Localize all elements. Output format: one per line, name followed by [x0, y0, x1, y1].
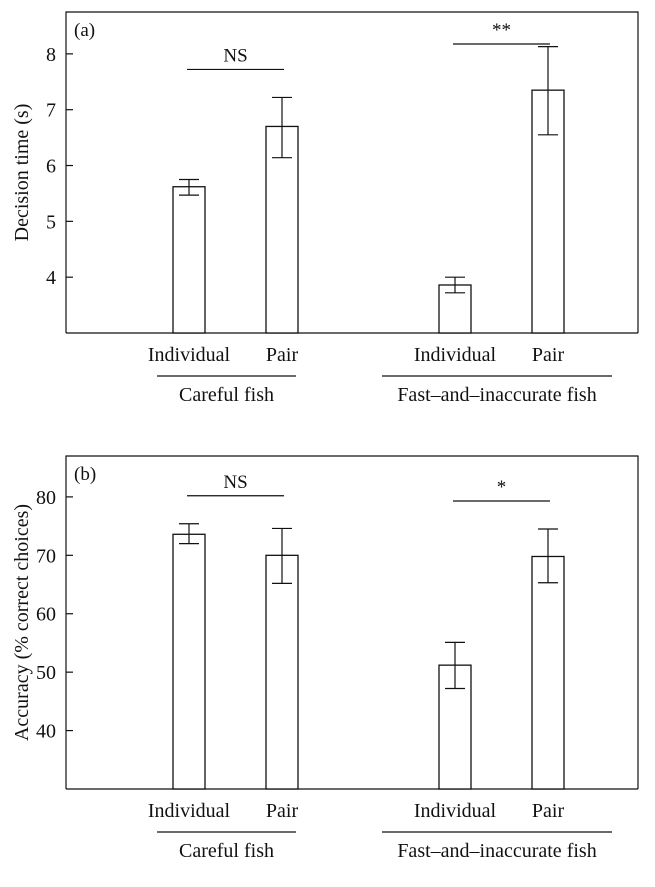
group-label: Careful fish [179, 384, 274, 406]
group-label: Fast–and–inaccurate fish [397, 840, 596, 862]
x-tick-label: Pair [266, 800, 299, 822]
bar [265, 554, 299, 790]
panel-label: (a) [74, 20, 95, 41]
y-axis-label: Accuracy (% correct choices) [11, 504, 33, 741]
x-tick-label: Individual [414, 800, 497, 822]
significance-label: * [497, 477, 507, 498]
bar [172, 186, 206, 334]
y-tick-label: 50 [36, 662, 56, 684]
y-tick-label: 70 [36, 545, 56, 567]
bar [531, 555, 565, 790]
group-label: Careful fish [179, 840, 274, 862]
panel-label: (b) [74, 464, 96, 485]
x-tick-label: Pair [532, 344, 565, 366]
y-tick-label: 7 [46, 100, 56, 122]
x-tick-label: Individual [414, 344, 497, 366]
y-tick-label: 4 [46, 267, 56, 289]
y-tick-label: 60 [36, 604, 56, 626]
x-tick-label: Pair [532, 800, 565, 822]
x-tick-label: Individual [148, 344, 231, 366]
y-tick-label: 80 [36, 487, 56, 509]
y-tick-label: 5 [46, 211, 56, 233]
axis-frame [65, 455, 639, 789]
y-tick-label: 40 [36, 721, 56, 743]
bar [172, 533, 206, 790]
x-tick-label: Individual [148, 800, 231, 822]
significance-label: NS [223, 45, 247, 66]
group-label: Fast–and–inaccurate fish [397, 384, 596, 406]
chart-panel-1: (a) 4 5 6 7 8 Decision time (s) Individual Pair C… [11, 11, 639, 406]
significance-label: NS [223, 472, 247, 493]
y-axis-label: Decision time (s) [11, 104, 33, 242]
x-tick-label: Pair [266, 344, 299, 366]
y-tick-label: 8 [46, 44, 56, 66]
significance-label: ** [492, 20, 511, 41]
y-tick-label: 6 [46, 156, 56, 178]
axis-frame [65, 11, 639, 333]
